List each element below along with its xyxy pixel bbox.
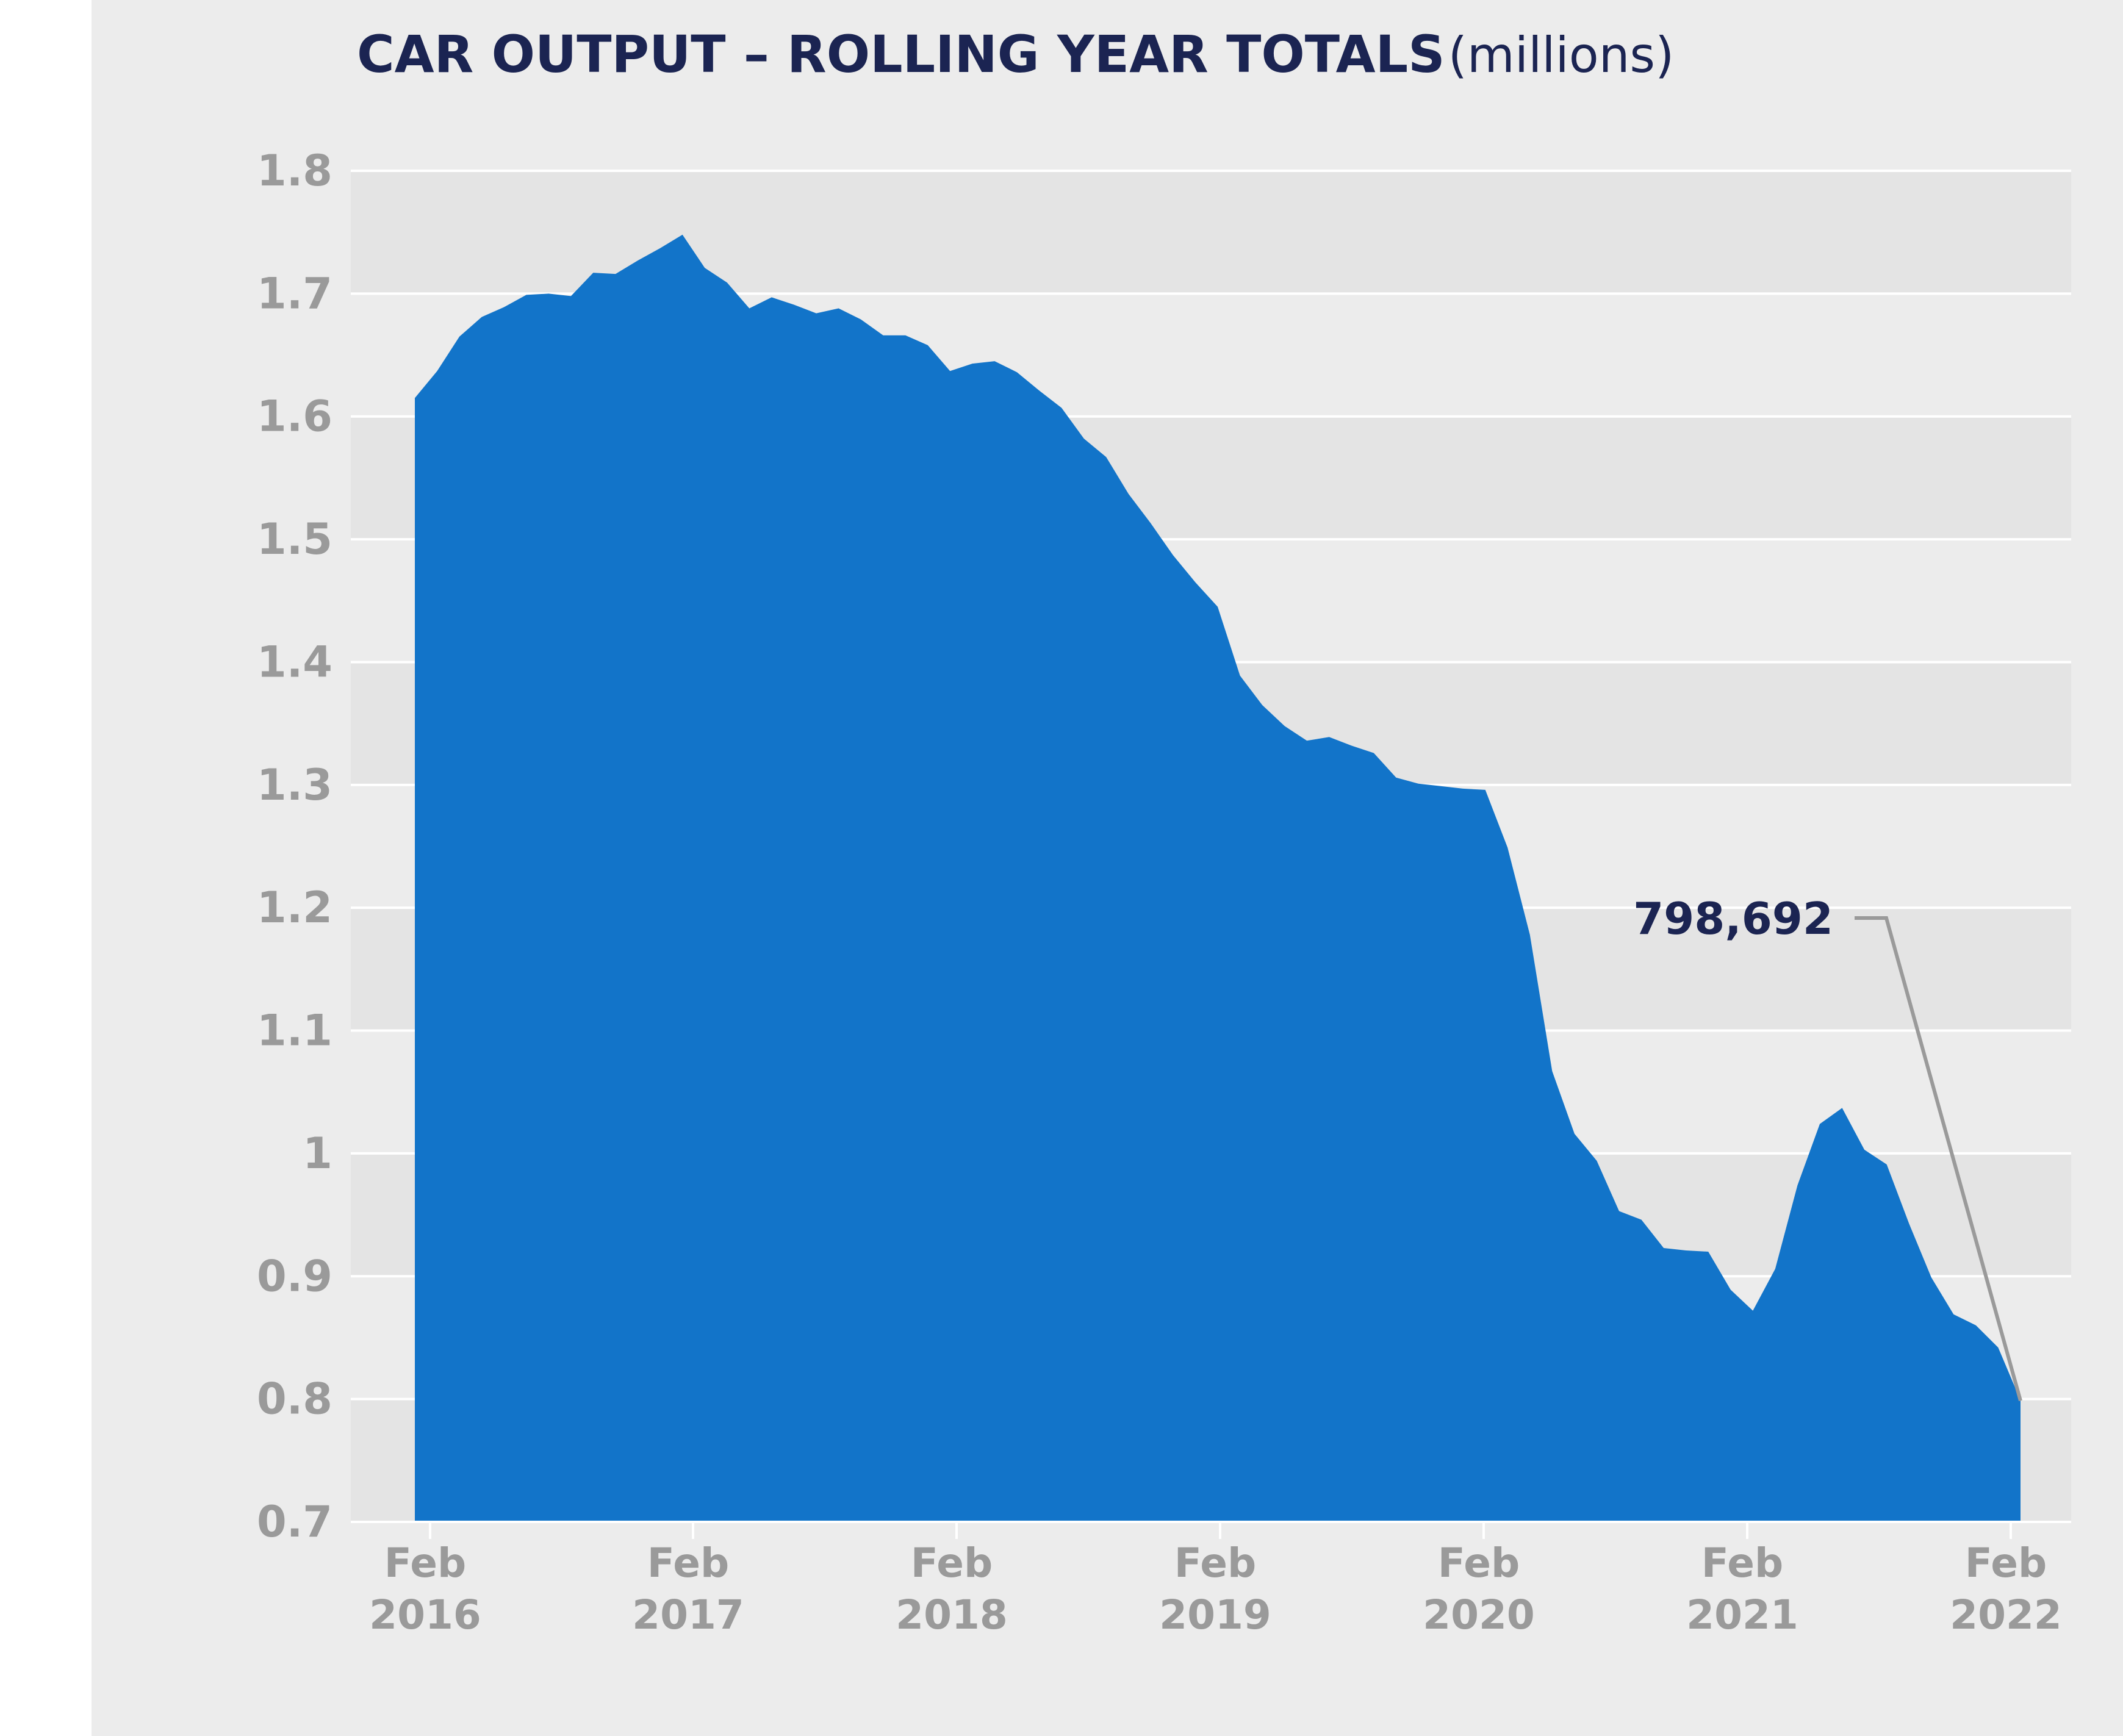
y-tick-label: 1.2 <box>257 883 332 933</box>
annotation-leader-line <box>1855 916 2022 1402</box>
y-tick-label: 1.8 <box>257 146 332 196</box>
x-tick-year: 2017 <box>632 1591 744 1638</box>
y-tick-label: 1.4 <box>257 637 332 687</box>
annotation: 798,692 <box>1633 893 2022 1402</box>
x-tick-year: 2018 <box>896 1591 1008 1638</box>
y-axis: 1.8 1.7 1.6 1.5 1.4 1.3 1.2 1.1 1 0.9 0.8 0.7 <box>257 146 332 1547</box>
y-tick-label: 1.5 <box>257 514 332 564</box>
chart-title: CAR OUTPUT – ROLLING YEAR TOTALS (millio… <box>357 24 1674 84</box>
x-tick-year: 2019 <box>1159 1591 1271 1638</box>
annotation-label: 798,692 <box>1633 893 1833 944</box>
y-tick-label: 1.1 <box>257 1006 332 1056</box>
chart-title-unit: (millions) <box>1448 27 1675 84</box>
x-tick-year: 2022 <box>1950 1591 2062 1638</box>
x-tick-month: Feb <box>384 1540 466 1587</box>
area-series <box>414 234 2021 1523</box>
x-tick-month: Feb <box>911 1540 993 1587</box>
y-tick-label: 0.9 <box>257 1251 332 1301</box>
x-tick-month: Feb <box>1701 1540 1783 1587</box>
x-tick-month: Feb <box>647 1540 729 1587</box>
chart-title-text: CAR OUTPUT – ROLLING YEAR TOTALS <box>357 24 1445 84</box>
x-tick-year: 2020 <box>1423 1591 1535 1638</box>
y-tick-label: 1.7 <box>257 268 332 318</box>
y-tick-label: 1.6 <box>257 392 332 442</box>
x-tick-month: Feb <box>1965 1540 2047 1587</box>
x-tick-year: 2021 <box>1686 1591 1798 1638</box>
x-tick-year: 2016 <box>369 1591 481 1638</box>
y-tick-label: 1 <box>303 1128 332 1178</box>
y-tick-label: 0.8 <box>257 1374 332 1424</box>
x-tick-month: Feb <box>1174 1540 1256 1587</box>
y-tick-label: 0.7 <box>257 1497 332 1547</box>
x-axis: Feb2016Feb2017Feb2018Feb2019Feb2020Feb20… <box>360 1521 2062 1638</box>
x-tick-month: Feb <box>1438 1540 1520 1587</box>
area-fill <box>415 234 2021 1523</box>
y-tick-label: 1.3 <box>257 760 332 810</box>
